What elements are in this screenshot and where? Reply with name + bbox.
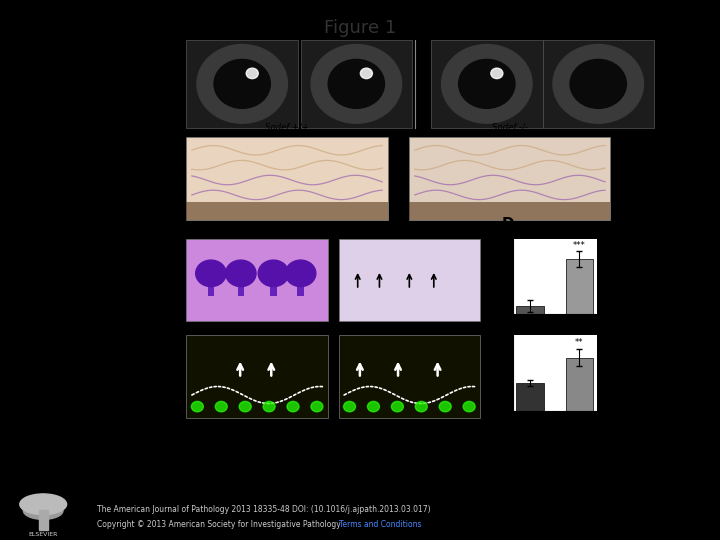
- FancyBboxPatch shape: [238, 278, 244, 296]
- FancyBboxPatch shape: [431, 40, 543, 127]
- Circle shape: [459, 59, 515, 109]
- FancyBboxPatch shape: [186, 239, 328, 321]
- Text: Spdef +/+: Spdef +/+: [467, 26, 507, 36]
- Circle shape: [246, 68, 258, 79]
- FancyBboxPatch shape: [207, 278, 214, 296]
- Circle shape: [570, 59, 626, 109]
- Circle shape: [439, 401, 451, 412]
- Circle shape: [214, 59, 270, 109]
- Circle shape: [258, 260, 289, 287]
- Text: B: B: [168, 115, 179, 130]
- Text: A: A: [168, 40, 179, 55]
- FancyBboxPatch shape: [338, 239, 480, 321]
- Circle shape: [263, 401, 275, 412]
- Circle shape: [328, 59, 384, 109]
- Text: ELSEVIER: ELSEVIER: [29, 532, 58, 537]
- Circle shape: [215, 401, 228, 412]
- FancyBboxPatch shape: [410, 201, 611, 220]
- Circle shape: [192, 401, 203, 412]
- Circle shape: [553, 44, 644, 123]
- Text: Spdef +/+: Spdef +/+: [265, 123, 309, 132]
- Circle shape: [311, 401, 323, 412]
- Y-axis label: Inflammatory Cells/1mm
Bowel Lamina: Inflammatory Cells/1mm Bowel Lamina: [484, 244, 495, 309]
- Text: Spdef +/+: Spdef +/+: [235, 225, 279, 234]
- Text: ***: ***: [573, 241, 586, 249]
- FancyBboxPatch shape: [338, 335, 480, 418]
- Text: C: C: [168, 217, 179, 232]
- Text: Spdef +/+: Spdef +/+: [222, 26, 262, 36]
- Text: F: F: [502, 313, 512, 328]
- Ellipse shape: [20, 494, 67, 515]
- Text: Spdef -/-: Spdef -/-: [582, 26, 614, 36]
- Text: Figure 1: Figure 1: [324, 19, 396, 37]
- Circle shape: [196, 260, 226, 287]
- Circle shape: [367, 401, 379, 412]
- FancyBboxPatch shape: [410, 137, 611, 220]
- Text: **: **: [575, 339, 584, 347]
- Bar: [566, 357, 593, 411]
- FancyBboxPatch shape: [186, 201, 387, 220]
- Bar: [516, 383, 544, 411]
- Circle shape: [360, 68, 372, 79]
- Circle shape: [463, 401, 475, 412]
- FancyBboxPatch shape: [270, 278, 276, 296]
- Circle shape: [392, 401, 403, 412]
- Text: 8 weeks old: 8 weeks old: [178, 62, 184, 105]
- Text: Spdef -/-: Spdef -/-: [392, 322, 427, 330]
- Text: >8 months old: >8 months old: [421, 57, 427, 111]
- Y-axis label: CD45+ Cells/1mm
Bowel Lamina: CD45+ Cells/1mm Bowel Lamina: [484, 349, 495, 397]
- Text: Spdef -/-: Spdef -/-: [492, 123, 528, 132]
- Bar: [516, 306, 544, 314]
- Bar: [566, 259, 593, 314]
- Text: The American Journal of Pathology 2013 18335-48 DOI: (10.1016/j.ajpath.2013.03.0: The American Journal of Pathology 2013 1…: [97, 505, 431, 514]
- FancyBboxPatch shape: [301, 40, 412, 127]
- Circle shape: [415, 401, 427, 412]
- Circle shape: [197, 44, 287, 123]
- Text: D: D: [502, 217, 514, 232]
- Circle shape: [225, 260, 256, 287]
- FancyBboxPatch shape: [186, 335, 328, 418]
- Text: E: E: [168, 313, 178, 328]
- Ellipse shape: [23, 502, 63, 519]
- Circle shape: [285, 260, 316, 287]
- Text: Spdef +/+: Spdef +/+: [235, 322, 279, 330]
- FancyBboxPatch shape: [297, 278, 304, 296]
- Circle shape: [343, 401, 356, 412]
- Circle shape: [441, 44, 532, 123]
- Circle shape: [287, 401, 299, 412]
- Text: Copyright © 2013 American Society for Investigative Pathology: Copyright © 2013 American Society for In…: [97, 521, 343, 529]
- FancyBboxPatch shape: [186, 137, 387, 220]
- FancyBboxPatch shape: [186, 40, 298, 127]
- Circle shape: [311, 44, 402, 123]
- Circle shape: [239, 401, 251, 412]
- Text: Terms and Conditions: Terms and Conditions: [339, 521, 422, 529]
- Text: Spdef +/-: Spdef +/-: [338, 26, 374, 36]
- Circle shape: [491, 68, 503, 79]
- Bar: [39, 510, 48, 530]
- FancyBboxPatch shape: [543, 40, 654, 127]
- Text: Spdef -/-: Spdef -/-: [392, 225, 427, 234]
